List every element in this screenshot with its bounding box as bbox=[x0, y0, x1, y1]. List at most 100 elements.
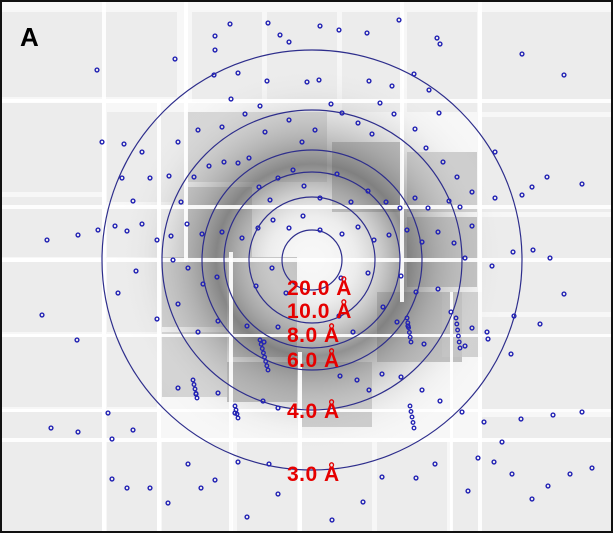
detector-tile bbox=[2, 262, 102, 332]
diffraction-spot bbox=[492, 195, 498, 201]
diffraction-spot bbox=[446, 198, 452, 204]
resolution-ring bbox=[201, 149, 423, 371]
diffraction-spot bbox=[508, 351, 514, 357]
diffraction-spot bbox=[579, 181, 585, 187]
diffraction-spot bbox=[75, 232, 81, 238]
diffraction-spot bbox=[511, 313, 517, 319]
diffraction-spots bbox=[39, 17, 595, 523]
diffraction-spot bbox=[518, 416, 524, 422]
resolution-ring bbox=[101, 49, 523, 471]
diffraction-spot bbox=[398, 273, 404, 279]
diffraction-spot bbox=[509, 471, 515, 477]
diffraction-spot bbox=[198, 485, 204, 491]
diffraction-spot bbox=[154, 316, 160, 322]
diffraction-spot bbox=[264, 363, 270, 369]
diffraction-spot bbox=[260, 350, 266, 356]
diffraction-spot bbox=[529, 184, 535, 190]
diffraction-spot bbox=[355, 120, 361, 126]
diffraction-spot bbox=[259, 346, 265, 352]
diffraction-spot bbox=[440, 159, 446, 165]
diffraction-spot bbox=[364, 30, 370, 36]
diffraction-spot bbox=[299, 139, 305, 145]
diffraction-spot bbox=[244, 514, 250, 520]
module-gap bbox=[2, 99, 611, 103]
diffraction-spot bbox=[371, 237, 377, 243]
diffraction-spot bbox=[139, 149, 145, 155]
ring-label-20: 20.0 Å bbox=[287, 277, 352, 300]
diffraction-spot bbox=[219, 124, 225, 130]
module-gap bbox=[2, 334, 611, 337]
diffraction-spot bbox=[396, 17, 402, 23]
diffraction-spot bbox=[462, 255, 468, 261]
diffraction-spot bbox=[192, 386, 198, 392]
diffraction-spot bbox=[348, 199, 354, 205]
diffraction-spot bbox=[221, 159, 227, 165]
diffraction-spot bbox=[109, 436, 115, 442]
detector-tile bbox=[482, 317, 611, 412]
diffraction-spot bbox=[537, 321, 543, 327]
diffraction-spot bbox=[290, 167, 296, 173]
diffraction-spot bbox=[283, 290, 289, 296]
diffraction-spot bbox=[170, 257, 176, 263]
module-gap bbox=[102, 2, 106, 531]
diffraction-spot bbox=[397, 205, 403, 211]
diffraction-spot bbox=[561, 291, 567, 297]
diffraction-spot bbox=[485, 336, 491, 342]
diffraction-spot bbox=[317, 195, 323, 201]
diffraction-spot bbox=[312, 127, 318, 133]
diffraction-spot bbox=[561, 72, 567, 78]
diffraction-spot bbox=[437, 41, 443, 47]
diffraction-spot bbox=[235, 160, 241, 166]
diffraction-spot bbox=[455, 327, 461, 333]
diffraction-spot bbox=[405, 320, 411, 326]
diffraction-spot bbox=[94, 67, 100, 73]
diffraction-spot bbox=[354, 377, 360, 383]
diffraction-spot bbox=[413, 289, 419, 295]
diffraction-spot bbox=[266, 461, 272, 467]
module-gap bbox=[157, 102, 161, 531]
diffraction-spot bbox=[265, 20, 271, 26]
diffraction-spot bbox=[165, 500, 171, 506]
detector-tile bbox=[107, 412, 157, 531]
diffraction-spot bbox=[379, 474, 385, 480]
diffraction-spot bbox=[469, 223, 475, 229]
diffraction-spot bbox=[215, 318, 221, 324]
diffraction-spot bbox=[406, 329, 412, 335]
diffraction-spot bbox=[133, 268, 139, 274]
panel-label: A bbox=[20, 22, 39, 52]
diffraction-spot bbox=[235, 415, 241, 421]
diffraction-spot bbox=[338, 275, 344, 281]
diffraction-spot bbox=[172, 56, 178, 62]
diffraction-spot bbox=[184, 221, 190, 227]
diffraction-spot bbox=[432, 461, 438, 467]
diffraction-spot bbox=[579, 409, 585, 415]
diffraction-spot bbox=[193, 391, 199, 396]
diffraction-spot bbox=[423, 145, 429, 151]
diffraction-spot bbox=[456, 339, 462, 345]
detector-tile bbox=[2, 412, 102, 531]
diffraction-spot bbox=[75, 429, 81, 435]
diffraction-spot bbox=[258, 341, 264, 347]
diffraction-spot bbox=[275, 324, 281, 330]
diffraction-spot bbox=[115, 290, 121, 296]
diffraction-spot bbox=[519, 192, 525, 198]
diffraction-spot bbox=[328, 101, 334, 107]
diffraction-spot bbox=[262, 129, 268, 135]
resolution-ring bbox=[223, 171, 401, 349]
diffraction-spot bbox=[329, 517, 335, 523]
diffraction-spot bbox=[130, 427, 136, 433]
diffraction-spot bbox=[469, 325, 475, 331]
diffraction-spot bbox=[300, 213, 306, 219]
diffraction-spot bbox=[275, 491, 281, 497]
diffraction-spot bbox=[178, 199, 184, 205]
diffraction-spot bbox=[166, 173, 172, 179]
diffraction-spot bbox=[286, 225, 292, 231]
diffraction-spot bbox=[316, 77, 322, 83]
diffraction-spot bbox=[419, 387, 425, 393]
diffraction-spot bbox=[265, 367, 271, 373]
diffraction-spot bbox=[339, 231, 345, 237]
diffraction-spot bbox=[256, 184, 262, 190]
diffraction-spot bbox=[211, 72, 217, 78]
ring-label-4: 4.0 Å bbox=[287, 400, 340, 423]
diffraction-spot bbox=[263, 358, 269, 364]
